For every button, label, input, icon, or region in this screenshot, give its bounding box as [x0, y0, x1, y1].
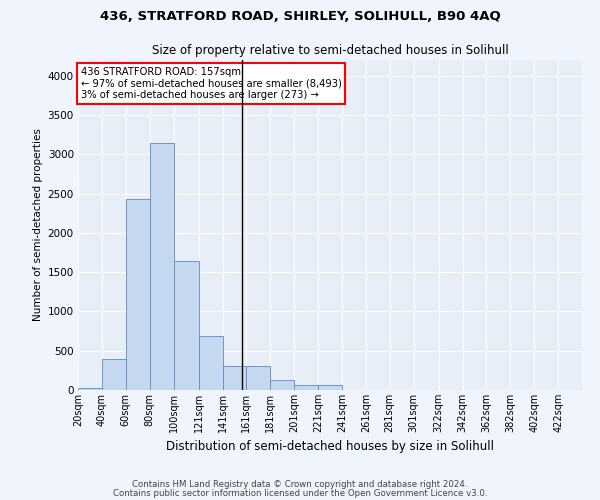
X-axis label: Distribution of semi-detached houses by size in Solihull: Distribution of semi-detached houses by … [166, 440, 494, 454]
Y-axis label: Number of semi-detached properties: Number of semi-detached properties [34, 128, 43, 322]
Bar [126, 199, 149, 390]
Bar [223, 366, 247, 390]
Bar [78, 388, 102, 390]
Bar [318, 385, 342, 390]
Bar [149, 142, 173, 390]
Text: 436 STRATFORD ROAD: 157sqm
← 97% of semi-detached houses are smaller (8,493)
3% : 436 STRATFORD ROAD: 157sqm ← 97% of semi… [80, 66, 341, 100]
Bar [173, 261, 199, 390]
Bar [294, 386, 318, 390]
Text: Contains public sector information licensed under the Open Government Licence v3: Contains public sector information licen… [113, 488, 487, 498]
Bar [102, 358, 126, 390]
Text: 436, STRATFORD ROAD, SHIRLEY, SOLIHULL, B90 4AQ: 436, STRATFORD ROAD, SHIRLEY, SOLIHULL, … [100, 10, 500, 23]
Bar [199, 336, 223, 390]
Bar [270, 380, 294, 390]
Title: Size of property relative to semi-detached houses in Solihull: Size of property relative to semi-detach… [152, 44, 508, 58]
Text: Contains HM Land Registry data © Crown copyright and database right 2024.: Contains HM Land Registry data © Crown c… [132, 480, 468, 489]
Bar [247, 366, 270, 390]
